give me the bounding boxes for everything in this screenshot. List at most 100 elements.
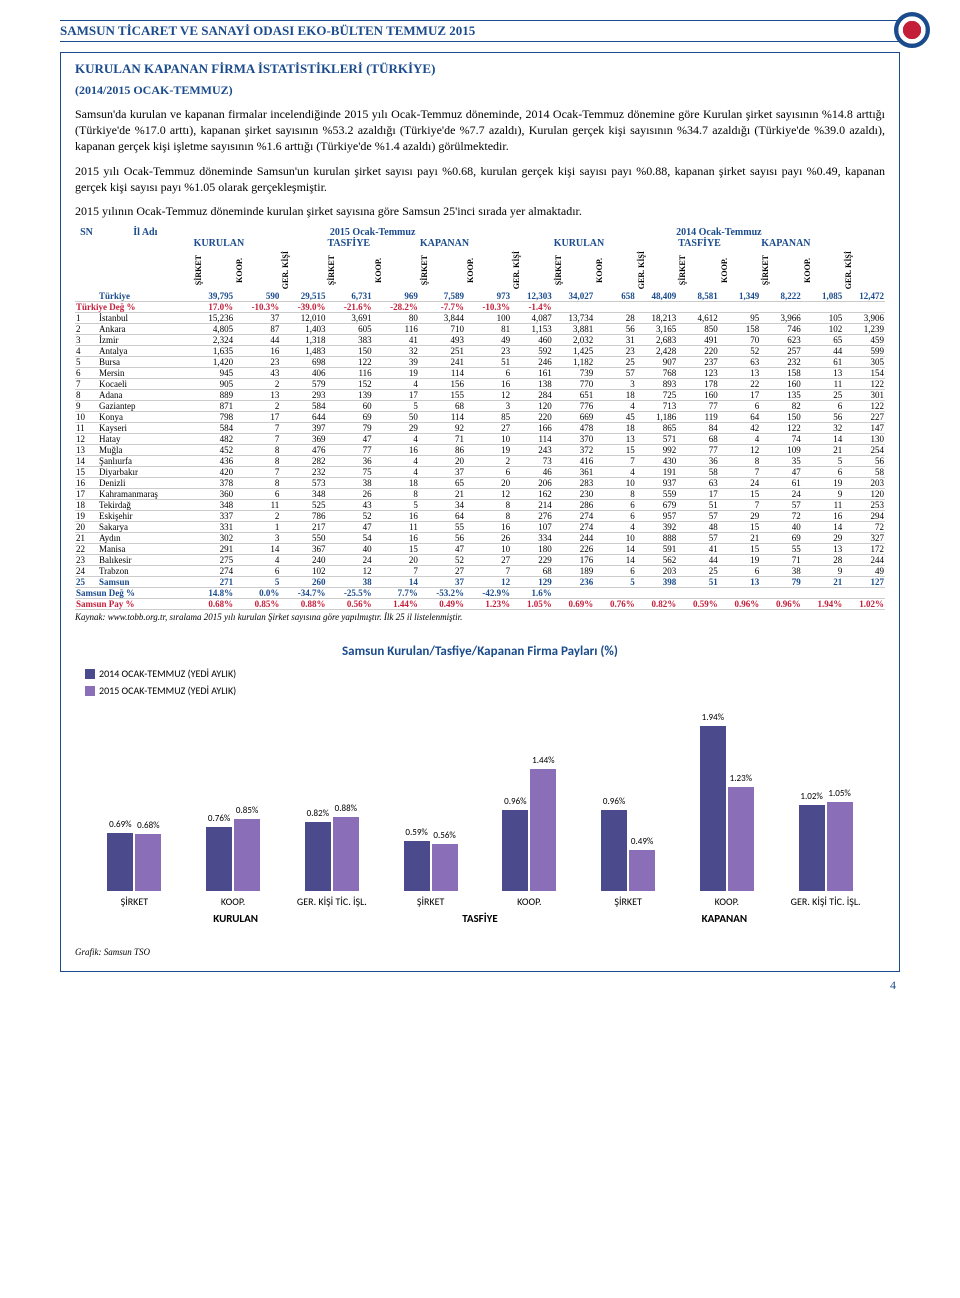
- cell: 579: [280, 379, 326, 390]
- cell: Ankara: [98, 324, 193, 335]
- cell: 1.05%: [511, 599, 553, 610]
- paragraph-1: Samsun'da kurulan ve kapanan firmalar in…: [75, 106, 885, 155]
- cell: Trabzon: [98, 566, 193, 577]
- cell: 25: [594, 357, 636, 368]
- bar-value-label: 0.96%: [603, 796, 625, 807]
- table-row: 1İstanbul15,2363712,0103,691803,8441004,…: [75, 313, 885, 324]
- cell: 244: [553, 533, 595, 544]
- cell: 220: [677, 346, 719, 357]
- cell: 1,425: [553, 346, 595, 357]
- header-top-line: [60, 20, 900, 21]
- cell: 23: [75, 555, 98, 566]
- column-header: ŞİRKET: [327, 253, 336, 287]
- cell: 42: [719, 423, 761, 434]
- cell: 0.68%: [193, 599, 235, 610]
- cell: 17: [75, 489, 98, 500]
- cell: 57: [594, 368, 636, 379]
- column-header: ŞİRKET: [420, 253, 429, 287]
- cell: 46: [511, 467, 553, 478]
- cell: 305: [843, 357, 885, 368]
- cell: 120: [511, 401, 553, 412]
- cell: 283: [553, 478, 595, 489]
- cell: 17: [373, 390, 419, 401]
- table-row: 9Gaziantep871258460568312077647137768261…: [75, 401, 885, 412]
- cell: 154: [843, 368, 885, 379]
- cell: 8,222: [760, 291, 802, 302]
- cell: 493: [419, 335, 465, 346]
- cell: 3,966: [760, 313, 802, 324]
- cell: 10: [465, 434, 511, 445]
- cell: 26: [465, 533, 511, 544]
- cell: 392: [636, 522, 678, 533]
- header-row: SAMSUN TİCARET VE SANAYİ ODASI EKO-BÜLTE…: [60, 23, 900, 39]
- column-header: GER. KİŞİ: [512, 249, 521, 291]
- cell: 293: [280, 390, 326, 401]
- cell: 436: [193, 456, 235, 467]
- cell: 1.23%: [465, 599, 511, 610]
- cell: 44: [677, 555, 719, 566]
- table-row: 10Konya79817644695011485220669451,186119…: [75, 412, 885, 423]
- cell: 2,683: [636, 335, 678, 346]
- cell: 37: [419, 467, 465, 478]
- cell: 739: [553, 368, 595, 379]
- chart-legend-2: 2015 OCAK-TEMMUZ (YEDİ AYLIK): [85, 684, 875, 697]
- cell: 3,691: [326, 313, 372, 324]
- cell: 13: [75, 445, 98, 456]
- cell: 644: [280, 412, 326, 423]
- column-header: KOOP.: [466, 256, 475, 285]
- cell: Diyarbakır: [98, 467, 193, 478]
- cell: 459: [843, 335, 885, 346]
- table-row: 17Kahramanmaraş3606348268211216223085591…: [75, 489, 885, 500]
- cell: 4: [373, 434, 419, 445]
- bar-group: 0.96%1.44%: [484, 721, 575, 891]
- table-row: Türkiye Değ %17.0%-10.3%-39.0%-21.6%-28.…: [75, 302, 885, 313]
- cell: 9: [802, 566, 844, 577]
- table-row: 13Muğla452847677168619243372159927712109…: [75, 445, 885, 456]
- swatch-b: [85, 686, 95, 696]
- cell: 116: [326, 368, 372, 379]
- cell: 6: [465, 368, 511, 379]
- cell: 786: [280, 511, 326, 522]
- cell: 229: [511, 555, 553, 566]
- cell: 19: [75, 511, 98, 522]
- cell: 460: [511, 335, 553, 346]
- chart-container: Samsun Kurulan/Tasfiye/Kapanan Firma Pay…: [75, 636, 885, 933]
- cell: 10: [465, 544, 511, 555]
- cell: 584: [280, 401, 326, 412]
- cell: 0.56%: [326, 599, 372, 610]
- bar-2014: 1.94%: [700, 726, 726, 891]
- column-header: GER. KİŞİ: [281, 249, 290, 291]
- cell: 7: [75, 379, 98, 390]
- table-row: 23Balıkesir27542402420522722917614562441…: [75, 555, 885, 566]
- table-row: 14Şanlıurfa43682823642027341674303683555…: [75, 456, 885, 467]
- cell: Aydın: [98, 533, 193, 544]
- cell: 18: [594, 390, 636, 401]
- cell: 4: [594, 467, 636, 478]
- bar-value-label: 1.44%: [532, 755, 554, 766]
- cell: Kocaeli: [98, 379, 193, 390]
- cell: 230: [553, 489, 595, 500]
- cell: 16: [465, 522, 511, 533]
- cell: 21: [419, 489, 465, 500]
- cell: Sakarya: [98, 522, 193, 533]
- cell: 102: [280, 566, 326, 577]
- cell: 4: [234, 555, 280, 566]
- cell: Türkiye: [98, 291, 193, 302]
- cell: 69: [326, 412, 372, 423]
- cell: 5: [802, 456, 844, 467]
- cell: -42.9%: [465, 588, 511, 599]
- cell: 85: [465, 412, 511, 423]
- cell: 7: [465, 566, 511, 577]
- cell: 1,239: [843, 324, 885, 335]
- cell: 240: [280, 555, 326, 566]
- cell: 160: [677, 390, 719, 401]
- cell: 14: [75, 456, 98, 467]
- cell: 1.6%: [511, 588, 553, 599]
- cell: 77: [677, 445, 719, 456]
- cell: 327: [843, 533, 885, 544]
- cell: 57: [760, 500, 802, 511]
- cell: 378: [193, 478, 235, 489]
- cell: 1,085: [802, 291, 844, 302]
- chart-source: Grafik: Samsun TSO: [75, 947, 885, 957]
- x-label: GER. KİŞİ TİC. İŞL.: [287, 895, 378, 908]
